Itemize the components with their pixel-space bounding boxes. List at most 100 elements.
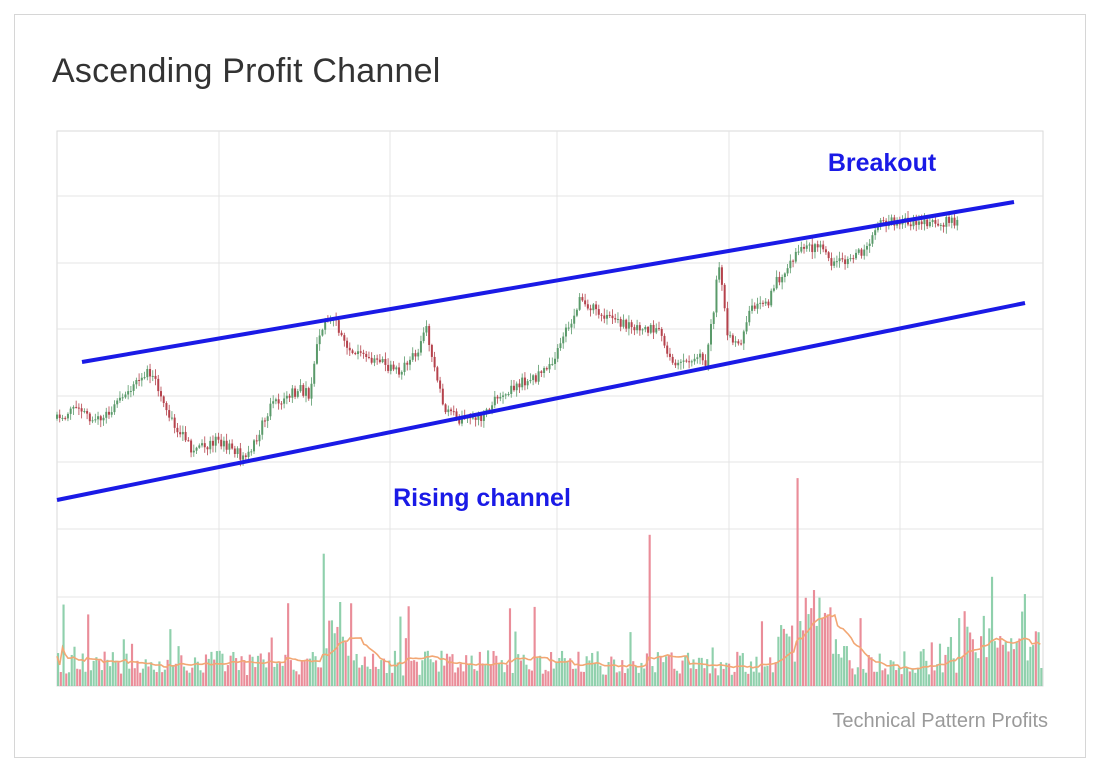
candle-body <box>616 318 619 320</box>
candle-body <box>737 341 740 344</box>
volume-bar <box>57 653 60 686</box>
volume-bar <box>1026 660 1029 686</box>
candle-body <box>471 417 474 419</box>
volume-bar <box>804 597 807 686</box>
volume-bar <box>322 553 325 686</box>
candle-body <box>91 420 94 422</box>
volume-bar <box>84 671 87 686</box>
volume-bar <box>172 665 175 686</box>
chart-title: Ascending Profit Channel <box>52 52 441 90</box>
volume-bar <box>210 651 213 686</box>
volume-bar <box>503 672 506 686</box>
candle-body <box>86 411 89 414</box>
volume-bar <box>391 672 394 686</box>
candle-body <box>956 219 959 226</box>
volume-bar <box>582 671 586 686</box>
candle-body <box>433 356 436 368</box>
volume-bar <box>350 603 353 686</box>
candle-body <box>499 396 502 399</box>
volume-bar <box>936 664 939 686</box>
candle-body <box>195 447 198 451</box>
volume-bar <box>925 660 928 686</box>
volume-bar <box>358 667 361 686</box>
volume-bar <box>492 651 495 686</box>
volume-bar <box>70 654 73 686</box>
candle-body <box>179 432 182 435</box>
candle-body <box>559 343 562 349</box>
candle-body <box>458 419 461 424</box>
candle-body <box>592 304 595 311</box>
candle-body <box>819 244 822 248</box>
candle-body <box>272 401 275 404</box>
volume-bar <box>771 672 774 686</box>
candle-body <box>373 358 376 363</box>
candle-body <box>157 378 160 392</box>
candle-body <box>261 420 264 435</box>
candle-body <box>220 439 223 447</box>
candle-body <box>135 379 138 385</box>
volume-bar <box>410 660 413 686</box>
volume-bar <box>306 658 309 686</box>
candle-body <box>649 324 652 333</box>
volume-bar <box>552 668 555 686</box>
volume-bar <box>248 654 251 686</box>
volume-bar <box>895 670 898 686</box>
volume-bar <box>629 632 632 686</box>
candle-body <box>934 220 937 224</box>
candle-body <box>852 258 855 260</box>
volume-bar <box>927 674 931 686</box>
volume-bar <box>963 611 966 686</box>
volume-bar <box>207 658 210 686</box>
candle-body <box>745 322 748 332</box>
volume-bar <box>511 672 514 686</box>
volume-bar <box>884 668 887 686</box>
volume-bar <box>202 672 205 686</box>
volume-bar <box>604 674 607 686</box>
candle-body <box>376 358 379 360</box>
candle-body <box>181 431 184 435</box>
volume-bar <box>675 670 679 686</box>
volume-bar <box>588 660 591 686</box>
candle-body <box>88 413 91 422</box>
volume-moving-average-line <box>56 613 1041 670</box>
candle-body <box>693 358 696 362</box>
volume-bar <box>530 670 533 686</box>
candle-body <box>255 440 258 442</box>
volume-bar <box>1012 649 1016 686</box>
candle-body <box>217 436 220 440</box>
volume-bar <box>169 629 172 686</box>
candle-body <box>305 388 308 396</box>
volume-bar <box>237 670 240 686</box>
candle-body <box>201 443 204 446</box>
candle-body <box>630 322 633 328</box>
candle-body <box>228 443 231 450</box>
volume-bar <box>571 668 575 686</box>
volume-bar <box>281 665 284 686</box>
volume-bar <box>878 653 881 686</box>
candle-body <box>116 400 119 405</box>
candle-body <box>315 344 318 364</box>
candle-body <box>707 344 710 366</box>
volume-bar <box>840 657 843 686</box>
volume-bar <box>769 657 772 686</box>
volume-bar <box>166 659 169 686</box>
volume-bar <box>174 663 177 686</box>
candle-body <box>704 360 707 366</box>
candle-body <box>915 221 918 225</box>
candle-body <box>441 388 444 405</box>
volume-bar <box>591 652 594 686</box>
volume-bar <box>73 646 76 686</box>
candle-body <box>190 440 193 453</box>
volume-bar <box>424 651 427 686</box>
volume-bar <box>911 669 914 686</box>
volume-bar <box>914 672 917 686</box>
candle-body <box>871 235 874 244</box>
volume-bar <box>369 669 372 686</box>
candle-body <box>729 335 732 337</box>
candle-body <box>726 308 729 336</box>
volume-bar <box>413 660 416 686</box>
volume-bar <box>519 660 523 686</box>
volume-bar <box>544 669 547 686</box>
candle-body <box>578 297 581 310</box>
volume-bar <box>886 674 890 686</box>
